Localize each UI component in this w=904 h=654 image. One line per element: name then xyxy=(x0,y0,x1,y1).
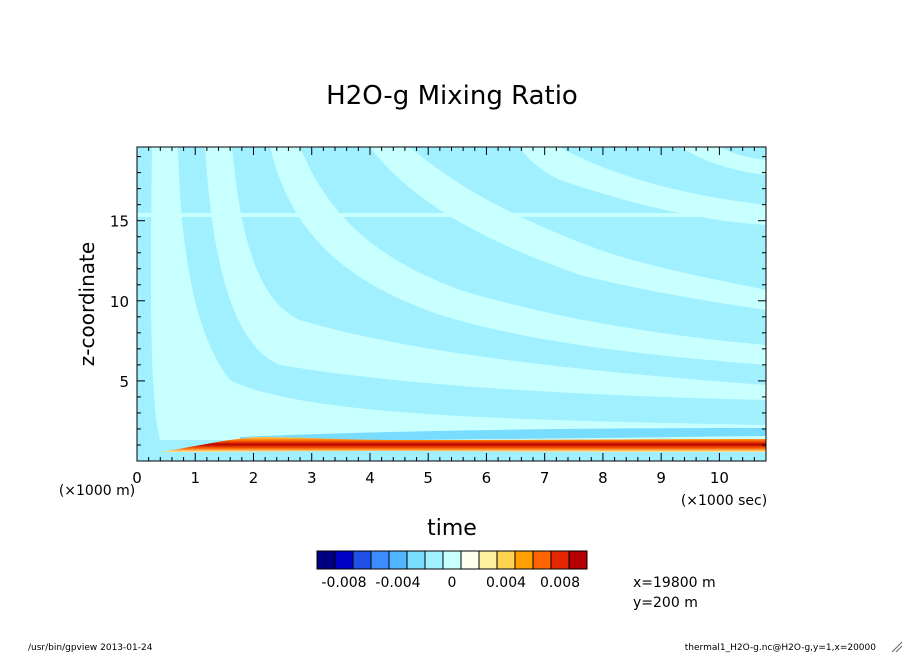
tropopause-line xyxy=(137,213,766,217)
colorbar-label: -0.008 xyxy=(321,575,366,591)
x-tick-label: 8 xyxy=(598,469,608,487)
y-axis-title: z-coordinate xyxy=(75,242,99,366)
colorbar-swatch xyxy=(316,550,336,570)
footer-left: /usr/bin/gpview 2013-01-24 xyxy=(28,643,153,653)
x-axis-title: time xyxy=(427,516,477,541)
footer-right: thermal1_H2O-g.nc@H2O-g,y=1,x=20000 xyxy=(685,643,876,653)
chart-title: H2O-g Mixing Ratio xyxy=(326,81,578,111)
colorbar-swatch xyxy=(442,550,462,570)
x-position-info: x=19800 m xyxy=(633,575,716,591)
colorbar-label: 0.004 xyxy=(486,575,526,591)
colorbar-swatch xyxy=(460,550,480,570)
colorbar-swatch xyxy=(496,550,516,570)
colorbar-label: 0 xyxy=(448,575,457,591)
x-unit-label: (×1000 sec) xyxy=(681,493,767,509)
y-tick-label: 15 xyxy=(110,213,129,231)
colorbar-swatch xyxy=(532,550,552,570)
y-tick-label: 10 xyxy=(110,293,129,311)
y-position-info: y=200 m xyxy=(633,595,698,611)
colorbar-swatch xyxy=(352,550,372,570)
field-band xyxy=(370,147,766,310)
field-band xyxy=(270,147,766,365)
x-tick-label: 10 xyxy=(710,469,729,487)
x-tick-label: 7 xyxy=(540,469,550,487)
x-tick-label: 0 xyxy=(132,469,142,487)
x-tick-label: 2 xyxy=(249,469,259,487)
x-tick-label: 1 xyxy=(190,469,200,487)
colorbar-swatch xyxy=(478,550,498,570)
colorbar-swatch xyxy=(514,550,534,570)
colorbar-swatch xyxy=(424,550,444,570)
colorbar-label: 0.008 xyxy=(540,575,580,591)
field-band-low xyxy=(240,428,766,442)
x-tick-label: 9 xyxy=(656,469,666,487)
colorbar-label: -0.004 xyxy=(375,575,420,591)
y-unit-label: (×1000 m) xyxy=(59,483,135,499)
y-axis: 5 10 15 xyxy=(110,156,766,446)
field-band xyxy=(680,147,766,175)
field-band xyxy=(520,147,766,225)
colorbar-swatch xyxy=(550,550,570,570)
field-band xyxy=(150,147,766,440)
x-tick-label: 6 xyxy=(482,469,492,487)
x-tick-label: 5 xyxy=(423,469,433,487)
colorbar-swatch xyxy=(370,550,390,570)
colorbar-swatch xyxy=(406,550,426,570)
resize-grip-icon[interactable] xyxy=(891,641,903,653)
x-tick-label: 3 xyxy=(307,469,317,487)
colorbar: -0.008 -0.004 0 0.004 0.008 xyxy=(316,550,588,591)
colorbar-swatch xyxy=(388,550,408,570)
moist-layer xyxy=(160,437,766,452)
colorbar-swatch xyxy=(568,550,588,570)
field-band xyxy=(205,147,766,400)
plot-area xyxy=(137,147,766,461)
x-axis: 0 1 2 3 4 5 6 7 8 9 10 xyxy=(132,147,767,487)
y-tick-label: 5 xyxy=(119,373,129,391)
x-tick-label: 4 xyxy=(365,469,375,487)
colorbar-swatch xyxy=(334,550,354,570)
